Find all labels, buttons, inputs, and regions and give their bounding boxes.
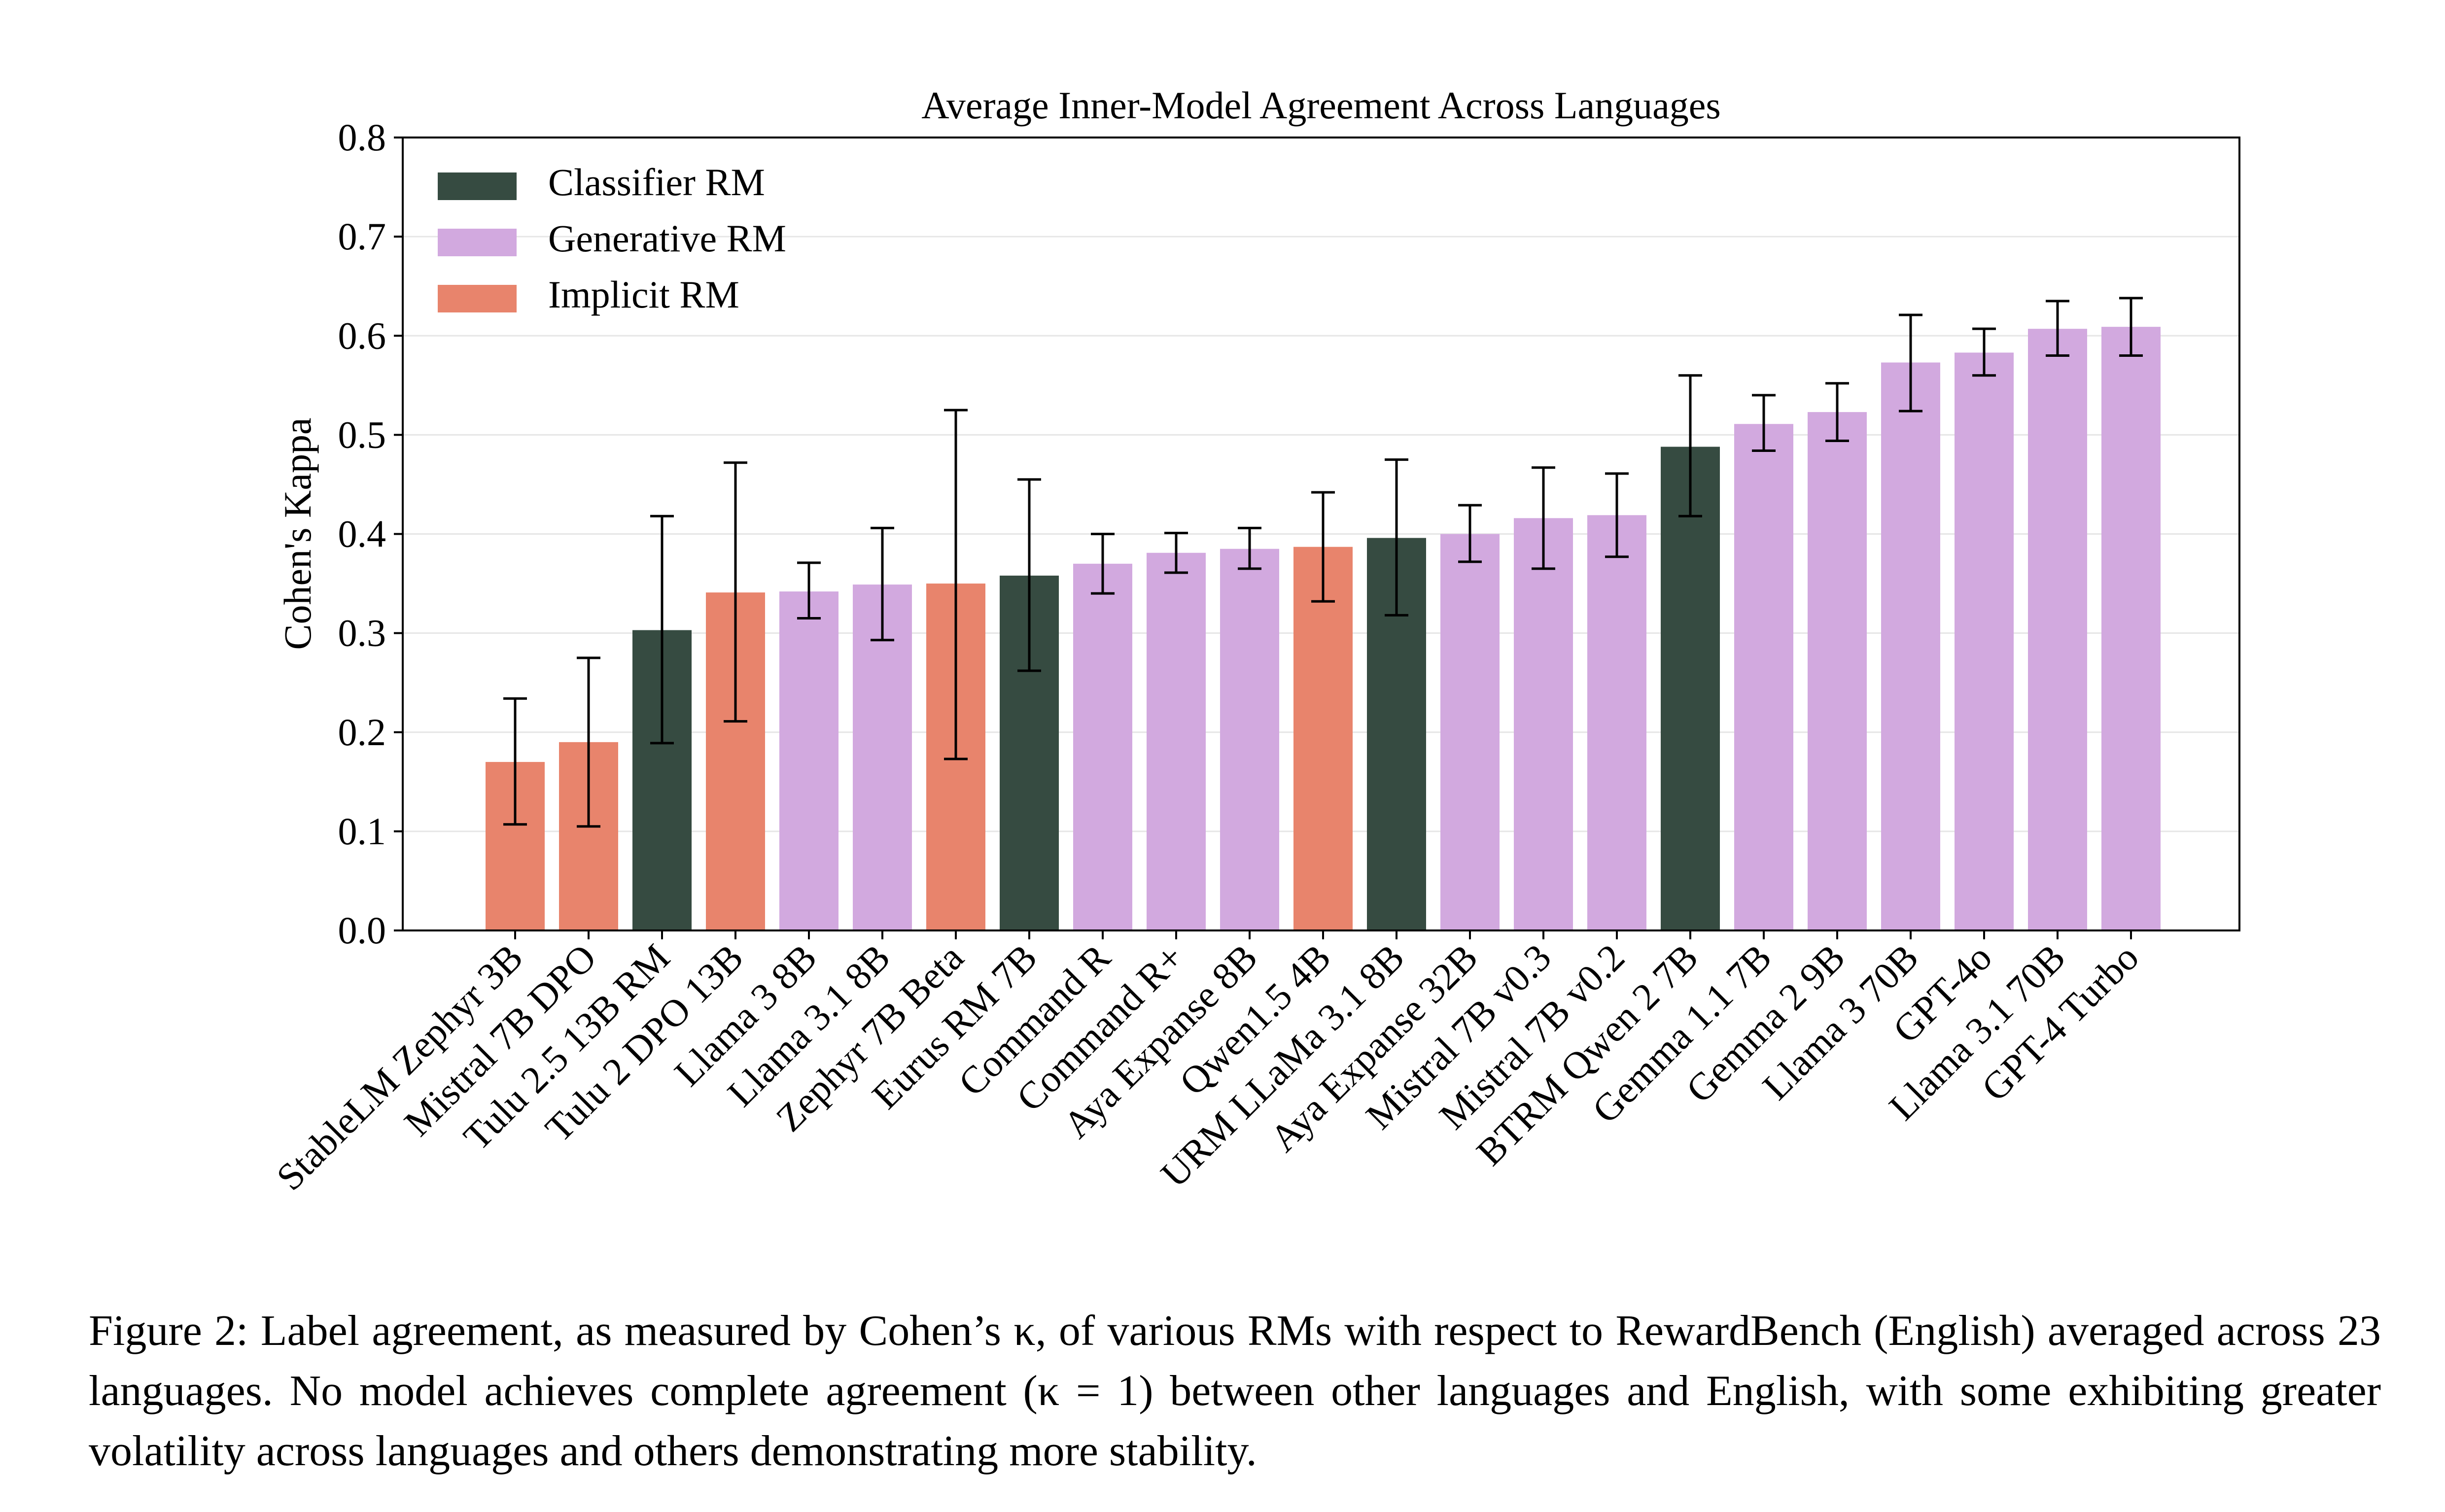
figure-caption: Figure 2: Label agreement, as measured b… — [89, 1307, 2381, 1475]
bar — [1734, 424, 1793, 930]
bar — [1220, 549, 1279, 930]
bar — [779, 591, 838, 930]
bar-series — [486, 327, 2161, 931]
y-tick-label: 0.4 — [338, 513, 386, 555]
chart-title: Average Inner-Model Agreement Across Lan… — [921, 84, 1720, 127]
bar — [1661, 447, 1720, 930]
y-tick-label: 0.1 — [338, 810, 386, 853]
bar — [1147, 552, 1206, 930]
y-tick-label: 0.6 — [338, 314, 386, 357]
legend-swatch — [438, 172, 517, 200]
bar — [1587, 515, 1646, 930]
bar — [1440, 534, 1500, 930]
y-tick-label: 0.2 — [338, 711, 386, 754]
legend-swatch — [438, 285, 517, 312]
bar — [1293, 547, 1353, 930]
y-tick-label: 0.3 — [338, 612, 386, 654]
bar — [2101, 327, 2161, 931]
bar — [1808, 412, 1867, 931]
error-bars — [503, 297, 2143, 828]
legend-swatch — [438, 229, 517, 256]
legend: Classifier RM Generative RM Implicit RM — [438, 161, 786, 316]
bar — [2028, 329, 2087, 930]
bar-chart: Average Inner-Model Agreement Across Lan… — [268, 84, 2240, 1199]
legend-label: Classifier RM — [548, 161, 765, 204]
y-tick-label: 0.5 — [338, 413, 386, 456]
bar — [1073, 563, 1132, 930]
legend-label: Generative RM — [548, 217, 786, 260]
y-tick-label: 0.0 — [338, 909, 386, 952]
bar — [853, 584, 912, 930]
y-tick-label: 0.7 — [338, 215, 386, 258]
y-axis: 0.0 0.1 0.2 0.3 0.4 0.5 0.6 0.7 0.8 — [338, 116, 403, 952]
y-axis-label: Cohen's Kappa — [276, 417, 319, 650]
y-tick-label: 0.8 — [338, 116, 386, 159]
bar — [1514, 518, 1573, 930]
bar — [1955, 352, 2014, 931]
bar — [1881, 362, 1940, 931]
legend-label: Implicit RM — [548, 273, 739, 316]
